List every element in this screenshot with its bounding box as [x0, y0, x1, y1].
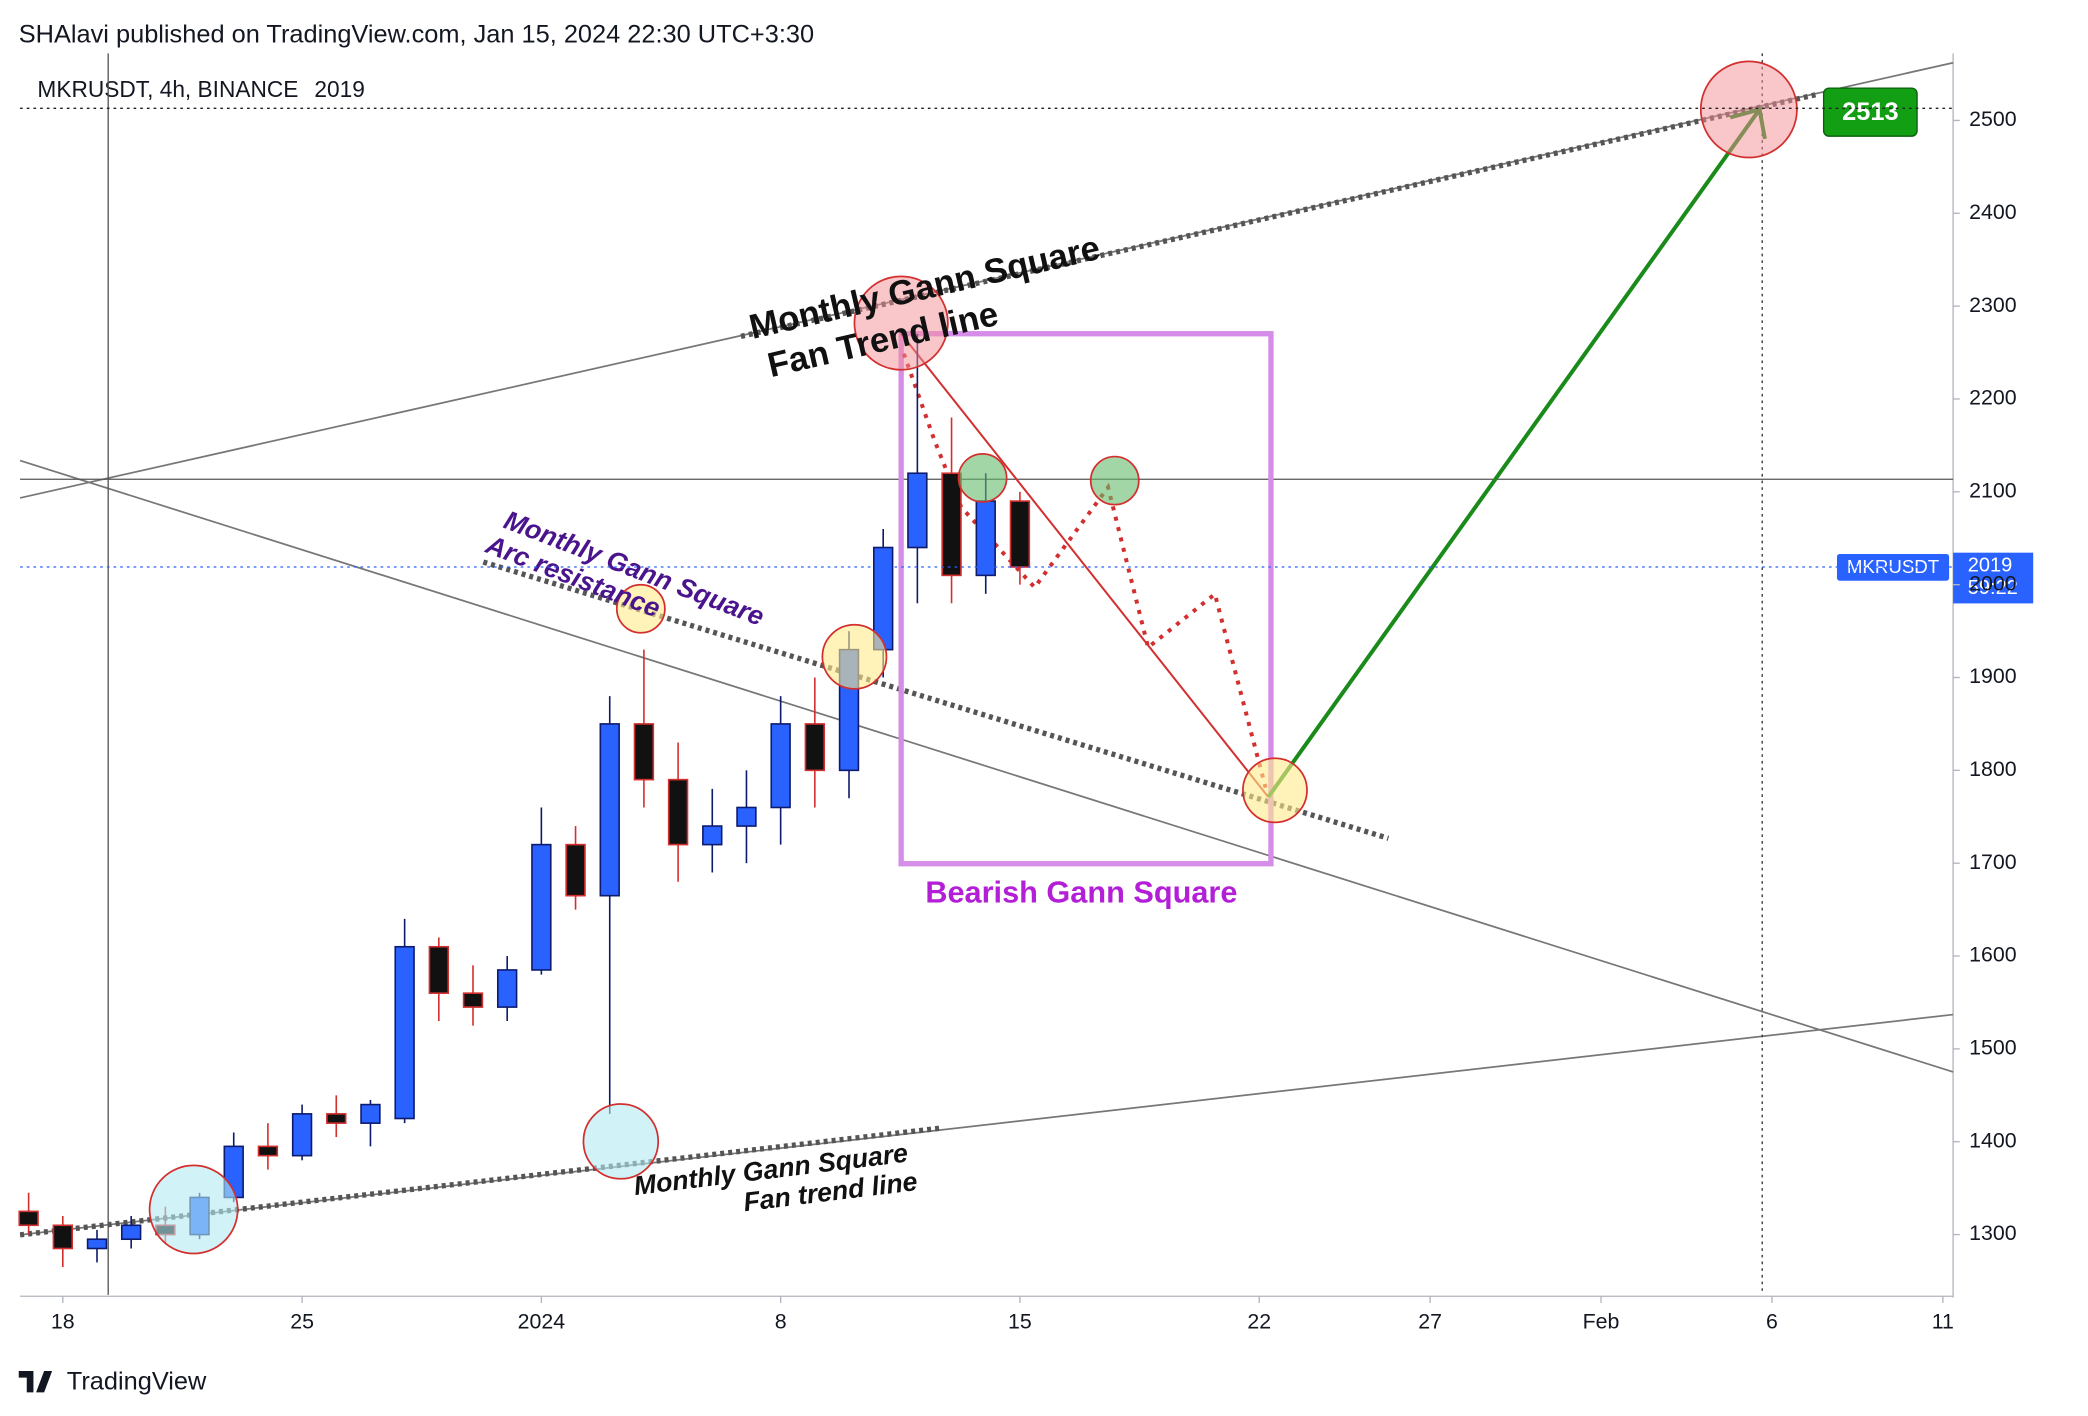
candle-body [667, 778, 689, 846]
circle [148, 1164, 239, 1255]
y-tick-label: 2400 [1969, 200, 2017, 224]
candle-body [770, 723, 791, 809]
annotation: Bearish Gann Square [925, 875, 1237, 910]
candle-body [702, 825, 723, 846]
candle-body [565, 843, 586, 897]
y-tick-label: 2300 [1969, 293, 2017, 317]
candle-body [633, 723, 655, 781]
circles [148, 60, 1798, 1255]
candle-body [86, 1238, 108, 1250]
y-tick-label: 1300 [1969, 1221, 2017, 1245]
candle-body [736, 806, 757, 827]
y-tick-label: 1600 [1969, 943, 2017, 967]
candle-body [394, 945, 415, 1120]
symbol-badge-text: MKRUSDT [1847, 556, 1939, 577]
candle-body [804, 723, 826, 772]
circle [1242, 757, 1308, 824]
brand: TradingView [67, 1368, 207, 1396]
bearish-diagonal [900, 333, 1270, 798]
candle-body [941, 472, 962, 577]
candle-body [599, 723, 620, 897]
candle-body [326, 1113, 347, 1124]
x-tick-label: 11 [1932, 1310, 1954, 1334]
candle-body [257, 1145, 279, 1157]
x-tick-label: 18 [51, 1310, 75, 1334]
candle-body [496, 969, 518, 1008]
countdown: 59:22 [1968, 577, 2018, 599]
y-tick-label: 2200 [1969, 386, 2017, 410]
logo: TradingView [18, 1368, 207, 1396]
candle-body [291, 1113, 313, 1157]
y-tick-label: 2100 [1969, 478, 2017, 502]
projection-path [901, 353, 1268, 789]
x-tick-label: 2024 [518, 1310, 566, 1334]
circle [821, 623, 888, 690]
candle-body [975, 500, 996, 577]
candle-body [120, 1224, 142, 1241]
y-tick-label: 1700 [1969, 850, 2017, 874]
circle [1089, 455, 1140, 506]
y-tick-label: 2000 [1969, 571, 2017, 595]
candle-body [360, 1103, 381, 1124]
y-tick-label: 1400 [1969, 1128, 2017, 1152]
circle [582, 1103, 660, 1180]
last-price: 2019 [314, 76, 364, 102]
chart-title: MKRUSDT, 4h, BINANCE [37, 76, 298, 102]
arc-line [19, 459, 1954, 1073]
y-tick-label: 1800 [1969, 757, 2017, 781]
circle [853, 275, 949, 371]
target-price: 2513 [1842, 98, 1898, 126]
circle [957, 453, 1008, 503]
arc-dotted [482, 559, 1390, 841]
circle [1699, 60, 1798, 159]
candle-body [1009, 500, 1031, 568]
x-tick-label: 8 [775, 1310, 787, 1334]
drawings [19, 53, 1954, 1295]
x-tick-label: Feb [1583, 1310, 1620, 1334]
price-badge-text: 2019 [1968, 554, 2013, 576]
candle-body [428, 945, 450, 994]
candle-body [18, 1210, 39, 1227]
target-badge [1822, 87, 1918, 137]
y-tick-label: 1500 [1969, 1036, 2017, 1060]
logo-mark [18, 1371, 53, 1393]
x-tick-label: 6 [1766, 1310, 1778, 1334]
bearish-square [898, 331, 1274, 867]
target-arrow [1266, 108, 1762, 799]
y-tick-label: 2500 [1969, 107, 2017, 131]
publisher-line: SHAlavi published on TradingView.com, Ja… [19, 21, 814, 49]
symbol-badge [1836, 554, 1950, 581]
candle-body [52, 1224, 74, 1250]
candle-body [531, 843, 552, 971]
circle [615, 583, 666, 634]
y-tick-label: 1900 [1969, 664, 2017, 688]
x-tick-label: 15 [1008, 1310, 1032, 1334]
price-badge [1953, 552, 2034, 604]
x-tick-label: 22 [1247, 1310, 1271, 1334]
candle-body [907, 472, 928, 549]
x-tick-label: 27 [1418, 1310, 1442, 1334]
x-tick-label: 25 [290, 1310, 314, 1334]
candle-body [462, 992, 484, 1008]
